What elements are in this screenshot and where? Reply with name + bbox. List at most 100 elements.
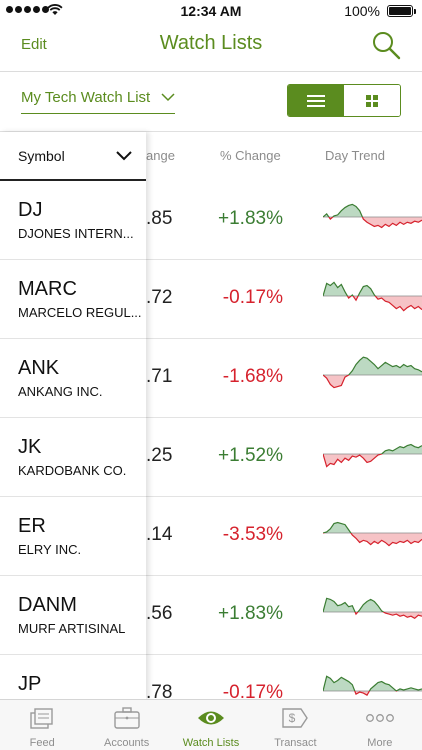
change-value: .78 bbox=[146, 682, 173, 699]
tab-watch-lists[interactable]: Watch Lists bbox=[169, 700, 253, 750]
table-row[interactable]: .71 -1.68% bbox=[0, 339, 422, 418]
eye-icon bbox=[195, 706, 227, 730]
table-row[interactable]: .56 +1.83% bbox=[0, 576, 422, 655]
symbol-sort-header[interactable]: Symbol bbox=[0, 132, 146, 181]
tab-more[interactable]: More bbox=[338, 700, 422, 750]
search-button[interactable] bbox=[370, 30, 402, 62]
day-trend-sparkline bbox=[323, 521, 422, 547]
company-name: ELRY INC. bbox=[18, 542, 82, 557]
symbol-cell[interactable]: ANK ANKANG INC. bbox=[0, 339, 146, 418]
dollar-tag-icon: $ bbox=[279, 706, 311, 730]
trend-line-up bbox=[323, 281, 377, 296]
grid-view-button[interactable] bbox=[344, 85, 400, 116]
table-row[interactable]: .72 -0.17% bbox=[0, 260, 422, 339]
watch-list-dropdown[interactable]: My Tech Watch List bbox=[21, 86, 175, 114]
trend-line-up bbox=[323, 521, 352, 533]
ticker-symbol: DJ bbox=[18, 199, 43, 221]
navigation-bar: Edit Watch Lists bbox=[0, 22, 422, 72]
change-value: .71 bbox=[146, 366, 173, 387]
svg-text:$: $ bbox=[289, 711, 296, 725]
list-view-icon bbox=[307, 94, 325, 107]
trend-up-area bbox=[323, 444, 422, 454]
symbol-cell[interactable]: JP bbox=[0, 655, 146, 699]
trend-line-up bbox=[323, 203, 364, 217]
tab-label: Feed bbox=[29, 737, 55, 749]
day-trend-sparkline bbox=[323, 443, 422, 468]
change-value: .72 bbox=[146, 287, 173, 308]
trend-up-area bbox=[323, 676, 422, 691]
trend-line-up bbox=[323, 443, 422, 454]
wifi-icon bbox=[47, 4, 63, 15]
change-value: .14 bbox=[146, 524, 173, 545]
symbol-cell[interactable]: DJ DJONES INTERN... bbox=[0, 181, 146, 260]
watch-list-dropdown-value: My Tech Watch List bbox=[21, 89, 151, 106]
trend-down-area bbox=[323, 296, 422, 311]
symbol-column: Symbol DJ DJONES INTERN... MARC MARCELO REG… bbox=[0, 132, 146, 699]
quotes-table: .85 +1.83% .72 -0.17% .71 -1.68% .25 +1.52% .14 -… bbox=[0, 181, 422, 699]
table-row[interactable]: .25 +1.52% bbox=[0, 418, 422, 497]
briefcase-icon bbox=[111, 706, 143, 730]
company-name: MARCELO REGUL... bbox=[18, 305, 142, 320]
trend-line-up bbox=[323, 356, 422, 375]
day-trend-sparkline bbox=[323, 203, 422, 229]
percent-change-value: -3.53% bbox=[222, 524, 283, 545]
trend-down-area bbox=[323, 454, 422, 467]
trend-line-down bbox=[323, 612, 422, 620]
column-header-percent-change[interactable]: % Change bbox=[220, 148, 281, 163]
tab-feed[interactable]: Feed bbox=[0, 700, 84, 750]
percent-change-value: -0.17% bbox=[222, 682, 283, 699]
column-header-day-trend[interactable]: Day Trend bbox=[325, 148, 385, 163]
view-mode-toggle bbox=[287, 84, 401, 117]
trend-line-up bbox=[323, 675, 422, 691]
battery-percent: 100% bbox=[344, 3, 380, 19]
tab-label: Accounts bbox=[103, 737, 150, 749]
column-header-change[interactable]: ange bbox=[146, 148, 175, 163]
list-view-button[interactable] bbox=[288, 85, 344, 116]
tab-label: Watch Lists bbox=[182, 737, 240, 749]
tab-bar: Feed Accounts Watch Lists $ Transact More bbox=[0, 699, 422, 750]
trend-up-area bbox=[323, 357, 422, 375]
day-trend-sparkline bbox=[323, 675, 422, 697]
company-name: MURF ARTISINAL bbox=[18, 621, 126, 636]
table-row[interactable]: .85 +1.83% bbox=[0, 181, 422, 260]
tab-label: More bbox=[367, 737, 393, 749]
ticker-symbol: JP bbox=[18, 673, 42, 695]
trend-down-area bbox=[323, 612, 422, 619]
change-value: .56 bbox=[146, 603, 173, 624]
symbol-cell[interactable]: ER ELRY INC. bbox=[0, 497, 146, 576]
trend-line-down bbox=[323, 533, 422, 547]
trend-line-up bbox=[323, 597, 385, 612]
search-icon bbox=[373, 32, 401, 60]
table-row[interactable]: .78 -0.17% bbox=[0, 655, 422, 699]
status-bar: 12:34 AM 100% bbox=[0, 0, 422, 22]
symbol-cell[interactable]: JK KARDOBANK CO. bbox=[0, 418, 146, 497]
feed-icon bbox=[26, 706, 58, 730]
more-dots-icon bbox=[364, 706, 396, 730]
trend-line-down bbox=[323, 375, 350, 389]
change-value: .25 bbox=[146, 445, 173, 466]
ticker-symbol: DANM bbox=[18, 594, 77, 616]
battery-icon bbox=[387, 5, 416, 17]
company-name: ANKANG INC. bbox=[18, 384, 103, 399]
trend-up-area bbox=[323, 204, 422, 217]
trend-up-area bbox=[323, 598, 422, 612]
table-row[interactable]: .14 -3.53% bbox=[0, 497, 422, 576]
day-trend-sparkline bbox=[323, 281, 422, 312]
day-trend-sparkline bbox=[323, 356, 422, 389]
symbol-cell[interactable]: MARC MARCELO REGUL... bbox=[0, 260, 146, 339]
percent-change-value: +1.83% bbox=[218, 603, 283, 624]
chevron-down-icon bbox=[161, 93, 175, 102]
change-value: .85 bbox=[146, 208, 173, 229]
day-trend-sparkline bbox=[323, 597, 422, 620]
symbol-cell[interactable]: DANM MURF ARTISINAL bbox=[0, 576, 146, 655]
company-name: KARDOBANK CO. bbox=[18, 463, 127, 478]
ticker-symbol: MARC bbox=[18, 278, 77, 300]
symbol-header-label: Symbol bbox=[18, 148, 65, 164]
ticker-symbol: JK bbox=[18, 436, 42, 458]
cellular-signal-icon bbox=[6, 6, 49, 13]
edit-button[interactable]: Edit bbox=[21, 36, 47, 53]
tab-transact[interactable]: $ Transact bbox=[253, 700, 337, 750]
tab-accounts[interactable]: Accounts bbox=[84, 700, 168, 750]
trend-line-down bbox=[323, 454, 383, 468]
trend-up-area bbox=[323, 522, 422, 533]
